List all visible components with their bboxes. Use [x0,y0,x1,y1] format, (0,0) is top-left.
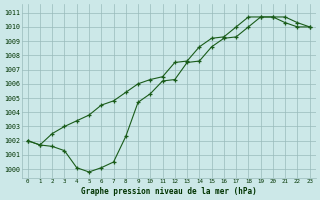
X-axis label: Graphe pression niveau de la mer (hPa): Graphe pression niveau de la mer (hPa) [81,187,257,196]
